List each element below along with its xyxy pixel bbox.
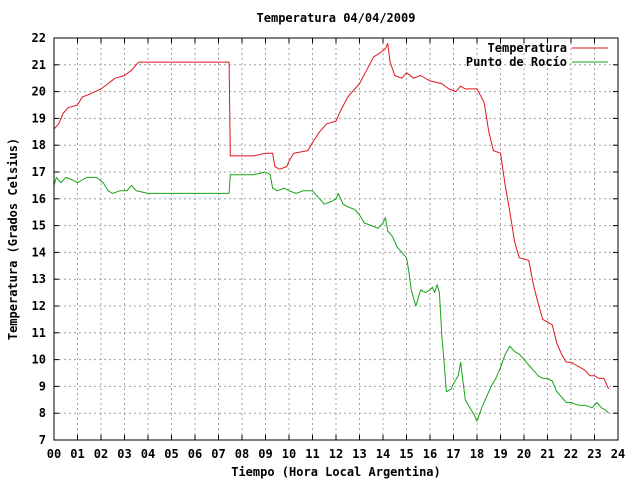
x-tick-label: 12 <box>329 447 343 461</box>
y-tick-label: 19 <box>32 111 46 125</box>
y-tick-label: 21 <box>32 58 46 72</box>
x-tick-label: 09 <box>258 447 272 461</box>
x-tick-label: 19 <box>493 447 507 461</box>
y-tick-label: 18 <box>32 138 46 152</box>
x-tick-label: 22 <box>564 447 578 461</box>
y-tick-label: 12 <box>32 299 46 313</box>
x-tick-label: 02 <box>94 447 108 461</box>
x-tick-label: 05 <box>164 447 178 461</box>
y-axis-ticks: 7 8 9 10 11 12 13 14 15 16 17 18 19 20 21 22 <box>32 31 618 447</box>
x-tick-label: 24 <box>611 447 625 461</box>
x-tick-label: 04 <box>141 447 155 461</box>
legend-label-0: Temperatura <box>488 41 567 55</box>
series-line-1 <box>53 171 609 422</box>
y-tick-label: 10 <box>32 353 46 367</box>
x-tick-label: 20 <box>517 447 531 461</box>
y-tick-label: 9 <box>39 379 46 393</box>
y-tick-label: 14 <box>32 245 46 259</box>
x-tick-label: 18 <box>470 447 484 461</box>
y-tick-label: 20 <box>32 85 46 99</box>
x-axis-label: Tiempo (Hora Local Argentina) <box>231 465 441 479</box>
y-tick-label: 7 <box>39 433 46 447</box>
x-tick-label: 07 <box>211 447 225 461</box>
x-tick-label: 03 <box>117 447 131 461</box>
y-tick-label: 13 <box>32 272 46 286</box>
x-tick-label: 17 <box>446 447 460 461</box>
x-tick-label: 16 <box>423 447 437 461</box>
x-axis-ticks: 00 01 02 03 04 05 06 07 08 09 10 11 12 13 14 15 16 17 18 19… <box>47 38 625 461</box>
y-tick-label: 11 <box>32 326 46 340</box>
series-layer <box>53 42 610 422</box>
series-line-0 <box>53 42 610 390</box>
x-tick-label: 10 <box>282 447 296 461</box>
x-tick-label: 23 <box>587 447 601 461</box>
x-tick-label: 01 <box>70 447 84 461</box>
grid <box>54 38 618 440</box>
x-tick-label: 11 <box>305 447 319 461</box>
y-tick-label: 16 <box>32 192 46 206</box>
x-tick-label: 15 <box>399 447 413 461</box>
chart-title: Temperatura 04/04/2009 <box>257 11 416 25</box>
x-tick-label: 06 <box>188 447 202 461</box>
x-tick-label: 00 <box>47 447 61 461</box>
y-tick-label: 15 <box>32 219 46 233</box>
y-tick-label: 17 <box>32 165 46 179</box>
y-axis-label: Temperatura (Grados Celsius) <box>6 138 20 340</box>
y-tick-label: 8 <box>39 406 46 420</box>
x-tick-label: 13 <box>352 447 366 461</box>
y-tick-label: 22 <box>32 31 46 45</box>
x-tick-label: 14 <box>376 447 390 461</box>
x-tick-label: 08 <box>235 447 249 461</box>
legend-label-1: Punto de Rocío <box>466 55 567 69</box>
x-tick-label: 21 <box>540 447 554 461</box>
